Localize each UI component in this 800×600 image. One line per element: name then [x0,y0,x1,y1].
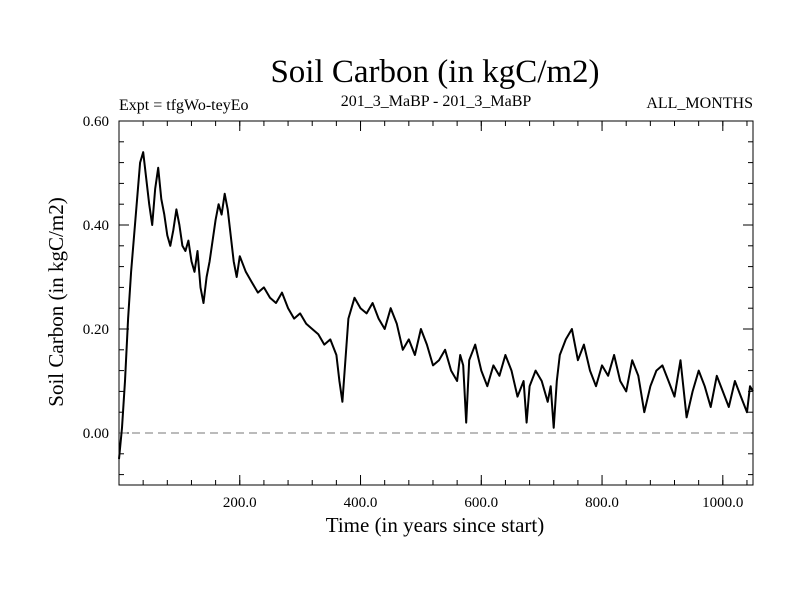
x-axis-label: Time (in years since start) [326,513,545,537]
chart-title: Soil Carbon (in kgC/m2) [270,54,599,90]
tick-labels: 200.0 400.0 600.0 800.0 1000.0 0.00 0.20 0.40 0.… [83,114,744,511]
experiment-label: Expt = tfgWo-teyEo [119,97,248,114]
period-label: 201_3_MaBP - 201_3_MaBP [341,93,532,110]
y-tick-label: 0.40 [83,218,109,234]
months-label: ALL_MONTHS [646,95,753,112]
y-tick-label: 0.00 [83,426,109,442]
x-tick-label: 1000.0 [702,495,743,511]
series-line-soil-carbon [118,151,754,460]
x-tick-label: 200.0 [223,495,257,511]
plot-frame [118,120,754,486]
y-axis-label: Soil Carbon (in kgC/m2) [44,197,68,406]
y-tick-label: 0.60 [83,114,109,130]
x-tick-label: 600.0 [464,495,498,511]
x-tick-label: 400.0 [344,495,378,511]
axis-ticks [119,120,753,485]
x-tick-label: 800.0 [585,495,619,511]
y-tick-label: 0.20 [83,322,109,338]
